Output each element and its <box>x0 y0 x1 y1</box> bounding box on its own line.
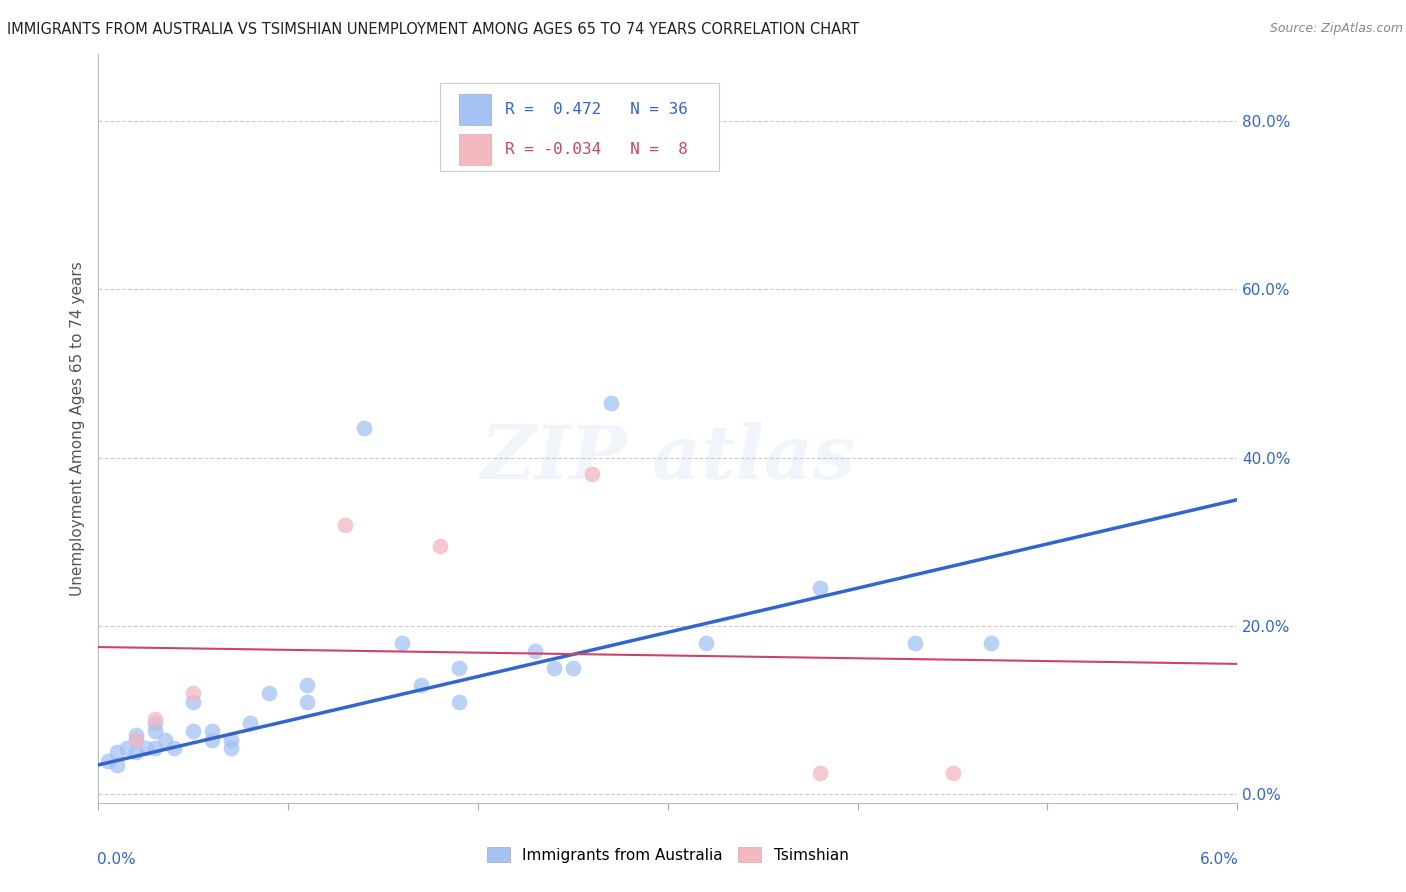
Point <box>201 732 224 747</box>
Point <box>695 636 717 650</box>
Point <box>239 715 262 730</box>
FancyBboxPatch shape <box>440 83 718 171</box>
Bar <box>460 134 491 165</box>
Text: Source: ZipAtlas.com: Source: ZipAtlas.com <box>1270 22 1403 36</box>
Point <box>335 518 357 533</box>
Point <box>183 695 205 709</box>
Point <box>808 581 831 595</box>
Point <box>135 741 157 756</box>
Point <box>125 732 148 747</box>
Point <box>942 766 965 780</box>
Point <box>201 724 224 739</box>
Point <box>115 741 138 756</box>
Text: ZIP atlas: ZIP atlas <box>481 422 855 494</box>
Point <box>524 644 547 658</box>
Point <box>259 686 281 700</box>
Point <box>97 754 120 768</box>
Point <box>107 758 129 772</box>
Point <box>297 678 319 692</box>
Y-axis label: Unemployment Among Ages 65 to 74 years: Unemployment Among Ages 65 to 74 years <box>70 260 86 596</box>
Point <box>107 745 129 759</box>
Point <box>600 396 623 410</box>
Point <box>904 636 927 650</box>
Point <box>145 724 167 739</box>
Point <box>145 712 167 726</box>
Text: IMMIGRANTS FROM AUSTRALIA VS TSIMSHIAN UNEMPLOYMENT AMONG AGES 65 TO 74 YEARS CO: IMMIGRANTS FROM AUSTRALIA VS TSIMSHIAN U… <box>7 22 859 37</box>
Legend: Immigrants from Australia, Tsimshian: Immigrants from Australia, Tsimshian <box>488 847 848 863</box>
Point <box>449 695 471 709</box>
Point <box>297 695 319 709</box>
Point <box>353 421 375 435</box>
Point <box>411 678 433 692</box>
Point <box>449 661 471 675</box>
Point <box>183 724 205 739</box>
Point <box>125 745 148 759</box>
Point <box>391 636 413 650</box>
Point <box>221 732 243 747</box>
Point <box>562 661 585 675</box>
Point <box>145 741 167 756</box>
Point <box>153 732 176 747</box>
Point <box>145 715 167 730</box>
Text: R = -0.034   N =  8: R = -0.034 N = 8 <box>505 142 688 157</box>
Text: 6.0%: 6.0% <box>1199 852 1239 866</box>
Point <box>183 686 205 700</box>
Point <box>808 766 831 780</box>
Bar <box>460 94 491 125</box>
Point <box>125 732 148 747</box>
Point <box>429 539 451 553</box>
Text: 0.0%: 0.0% <box>97 852 136 866</box>
Point <box>980 636 1002 650</box>
Point <box>125 728 148 742</box>
Point <box>163 741 186 756</box>
Text: R =  0.472   N = 36: R = 0.472 N = 36 <box>505 102 688 117</box>
Point <box>581 467 603 482</box>
Point <box>221 741 243 756</box>
Point <box>543 661 565 675</box>
